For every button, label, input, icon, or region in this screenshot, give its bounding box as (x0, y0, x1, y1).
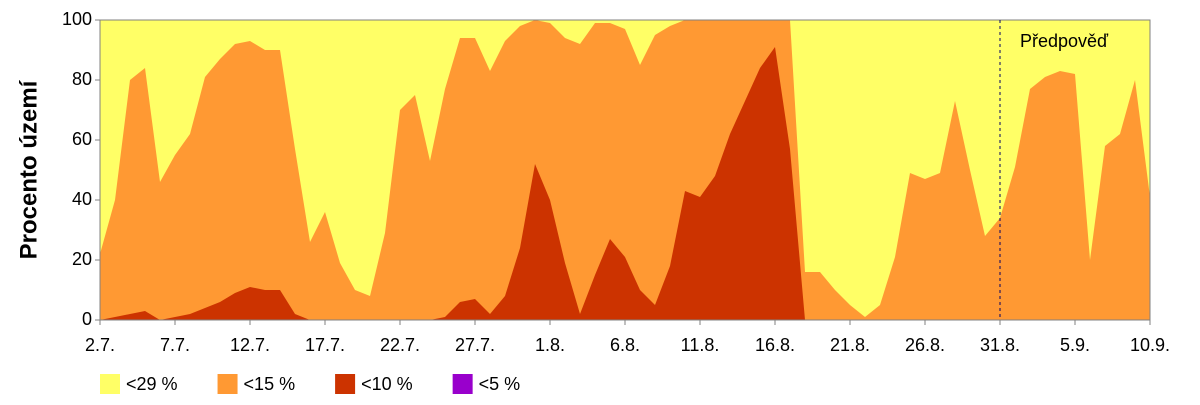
annotation: Předpověď (1020, 31, 1109, 51)
x-tick-label: 21.8. (830, 335, 870, 355)
x-tick-label: 26.8. (905, 335, 945, 355)
y-tick-label: 40 (72, 189, 92, 209)
x-tick-label: 6.8. (610, 335, 640, 355)
area (100, 47, 1150, 320)
x-tick-label: 27.7. (455, 335, 495, 355)
x-tick-label: 16.8. (755, 335, 795, 355)
y-axis-label: Procento území (15, 79, 42, 259)
y-tick-label: 20 (72, 249, 92, 269)
x-tick-label: 12.7. (230, 335, 270, 355)
x-tick-label: 5.9. (1060, 335, 1090, 355)
y-tick-label: 80 (72, 69, 92, 89)
x-tick-label: 17.7. (305, 335, 345, 355)
legend-label: <29 % (126, 374, 178, 394)
legend-swatch (452, 374, 473, 394)
legend-label: <15 % (244, 374, 296, 394)
legend-swatch (217, 374, 238, 394)
x-tick-label: 1.8. (535, 335, 565, 355)
x-tick-label: 10.9. (1130, 335, 1170, 355)
y-tick-label: 60 (72, 129, 92, 149)
x-tick-label: 7.7. (160, 335, 190, 355)
x-tick-label: 11.8. (681, 335, 720, 355)
y-tick-label: 100 (62, 9, 92, 29)
legend-swatch (100, 374, 120, 394)
legend-swatch (335, 374, 356, 394)
x-tick-label: 22.7. (380, 335, 420, 355)
x-tick-label: 2.7. (85, 335, 115, 355)
area (100, 20, 1150, 320)
x-tick-label: 31.8. (980, 335, 1020, 355)
y-tick-label: 0 (82, 309, 92, 329)
legend-label: <5 % (479, 374, 521, 394)
legend-label: <10 % (361, 374, 413, 394)
